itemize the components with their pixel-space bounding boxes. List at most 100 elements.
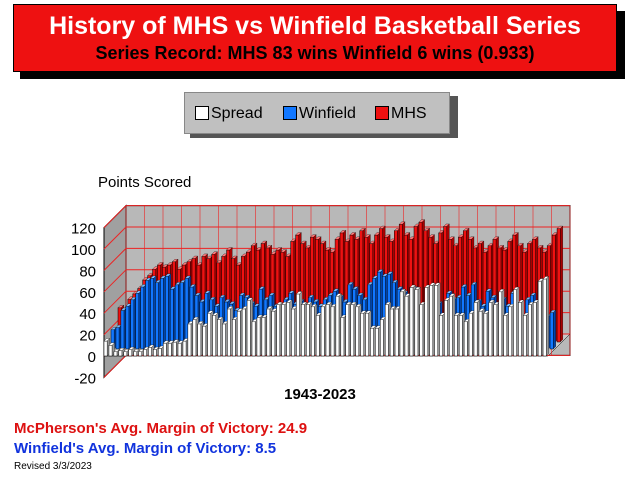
- bar-spread: [118, 350, 123, 357]
- bar-spread: [434, 285, 438, 357]
- bar-spread: [325, 304, 330, 357]
- title-box: History of MHS vs Winfield Basketball Se…: [13, 4, 617, 72]
- bar-spread: [488, 302, 493, 357]
- bar-spread: [429, 285, 434, 357]
- bar-winfield: [140, 286, 145, 350]
- mhs-avg-margin: McPherson's Avg. Margin of Victory: 24.9: [14, 420, 308, 437]
- bar-winfield: [115, 327, 120, 350]
- winfield-avg-margin: Winfield's Avg. Margin of Victory: 8.5: [14, 440, 277, 457]
- legend-item-mhs: MHS: [375, 105, 427, 123]
- bar-winfield: [179, 282, 184, 350]
- legend-label-spread: Spread: [211, 105, 263, 122]
- bar-winfield: [160, 278, 164, 350]
- bar-spread: [360, 312, 364, 357]
- bar-spread: [113, 351, 118, 357]
- bar-winfield: [150, 278, 154, 350]
- bar-spread: [528, 304, 532, 357]
- bar-spread: [424, 287, 429, 357]
- gridline-side: [103, 290, 127, 314]
- legend-label-winfield: Winfield: [299, 105, 356, 122]
- bar-side-mhs: [560, 225, 563, 343]
- bar-spread: [241, 308, 246, 357]
- bar-side-spread: [546, 276, 549, 357]
- gridline-side: [103, 248, 127, 271]
- y-tick-label: 40: [79, 306, 96, 323]
- bar-spread: [458, 315, 463, 357]
- gridline-side: [103, 269, 127, 293]
- legend-label-mhs: MHS: [391, 105, 427, 122]
- bar-spread: [542, 278, 547, 357]
- bar-side-winfield: [553, 309, 556, 350]
- bar-winfield: [155, 282, 159, 350]
- bar-spread: [261, 317, 266, 357]
- legend-swatch-mhs: [375, 106, 389, 120]
- bar-spread: [197, 323, 202, 357]
- bar-spread: [355, 306, 360, 357]
- bar-spread: [508, 306, 512, 357]
- bar-spread: [478, 310, 483, 357]
- bar-spread: [320, 306, 325, 357]
- bar-winfield: [125, 305, 130, 350]
- bar-winfield: [165, 275, 169, 350]
- bar-spread: [301, 304, 305, 357]
- bar-spread: [493, 304, 498, 357]
- bar-winfield: [120, 310, 125, 350]
- x-axis-label: 1943-2023: [284, 386, 356, 403]
- bar-spread: [414, 289, 419, 357]
- bar-spread: [251, 321, 256, 357]
- y-tick-label: 100: [71, 242, 96, 259]
- bar-spread: [330, 306, 335, 357]
- y-tick-label: 80: [79, 263, 96, 280]
- bar-spread: [236, 310, 241, 357]
- title-panel: History of MHS vs Winfield Basketball Se…: [0, 0, 640, 90]
- bar-winfield: [174, 284, 179, 350]
- bar-spread: [266, 308, 271, 357]
- y-axis-label: Points Scored: [98, 174, 192, 191]
- revised-date: Revised 3/3/2023: [14, 461, 92, 472]
- bar-spread: [108, 345, 113, 357]
- bar-spread: [276, 304, 281, 357]
- chart-legend: Spread Winfield MHS: [184, 92, 450, 134]
- bar-spread: [222, 323, 226, 357]
- gridline-side: [103, 205, 127, 228]
- bar-spread: [532, 302, 537, 357]
- bar-spread: [365, 312, 369, 357]
- bar-spread: [103, 340, 108, 357]
- bar-spread: [256, 317, 261, 357]
- bar-spread: [345, 304, 350, 357]
- bar-spread: [310, 306, 315, 357]
- bar-spread: [350, 304, 355, 357]
- bar-winfield: [549, 312, 554, 350]
- bar-spread: [389, 308, 394, 357]
- bar-spread: [439, 315, 443, 357]
- bar-spread: [503, 315, 508, 357]
- bar-spread: [271, 310, 276, 357]
- legend-swatch-spread: [195, 106, 209, 120]
- bar-spread: [409, 287, 414, 357]
- bar-spread: [133, 351, 138, 357]
- bar-spread: [306, 304, 310, 357]
- bar-mhs: [556, 228, 561, 343]
- bar-spread: [128, 349, 133, 357]
- page-title: History of MHS vs Winfield Basketball Se…: [49, 12, 581, 40]
- bar-spread: [473, 302, 478, 357]
- bar-spread: [537, 280, 542, 357]
- bar-spread: [232, 319, 236, 357]
- bar-spread: [384, 304, 389, 357]
- bar-spread: [340, 317, 345, 357]
- bar-spread: [518, 302, 522, 357]
- bar-spread: [444, 300, 448, 357]
- y-tick-label: 20: [79, 328, 96, 345]
- bar-spread: [483, 312, 488, 357]
- series-record-subtitle: Series Record: MHS 83 wins Winfield 6 wi…: [95, 43, 535, 63]
- y-tick-label: -20: [74, 370, 96, 387]
- bar-winfield: [169, 288, 174, 350]
- bar-spread: [143, 349, 147, 357]
- bar-spread: [212, 315, 216, 357]
- bar-spread: [370, 327, 374, 357]
- bar-spread: [468, 312, 473, 357]
- bar-spread: [498, 291, 503, 357]
- legend-swatch-winfield: [283, 106, 297, 120]
- bar-spread: [167, 342, 172, 357]
- bar-spread: [419, 304, 424, 357]
